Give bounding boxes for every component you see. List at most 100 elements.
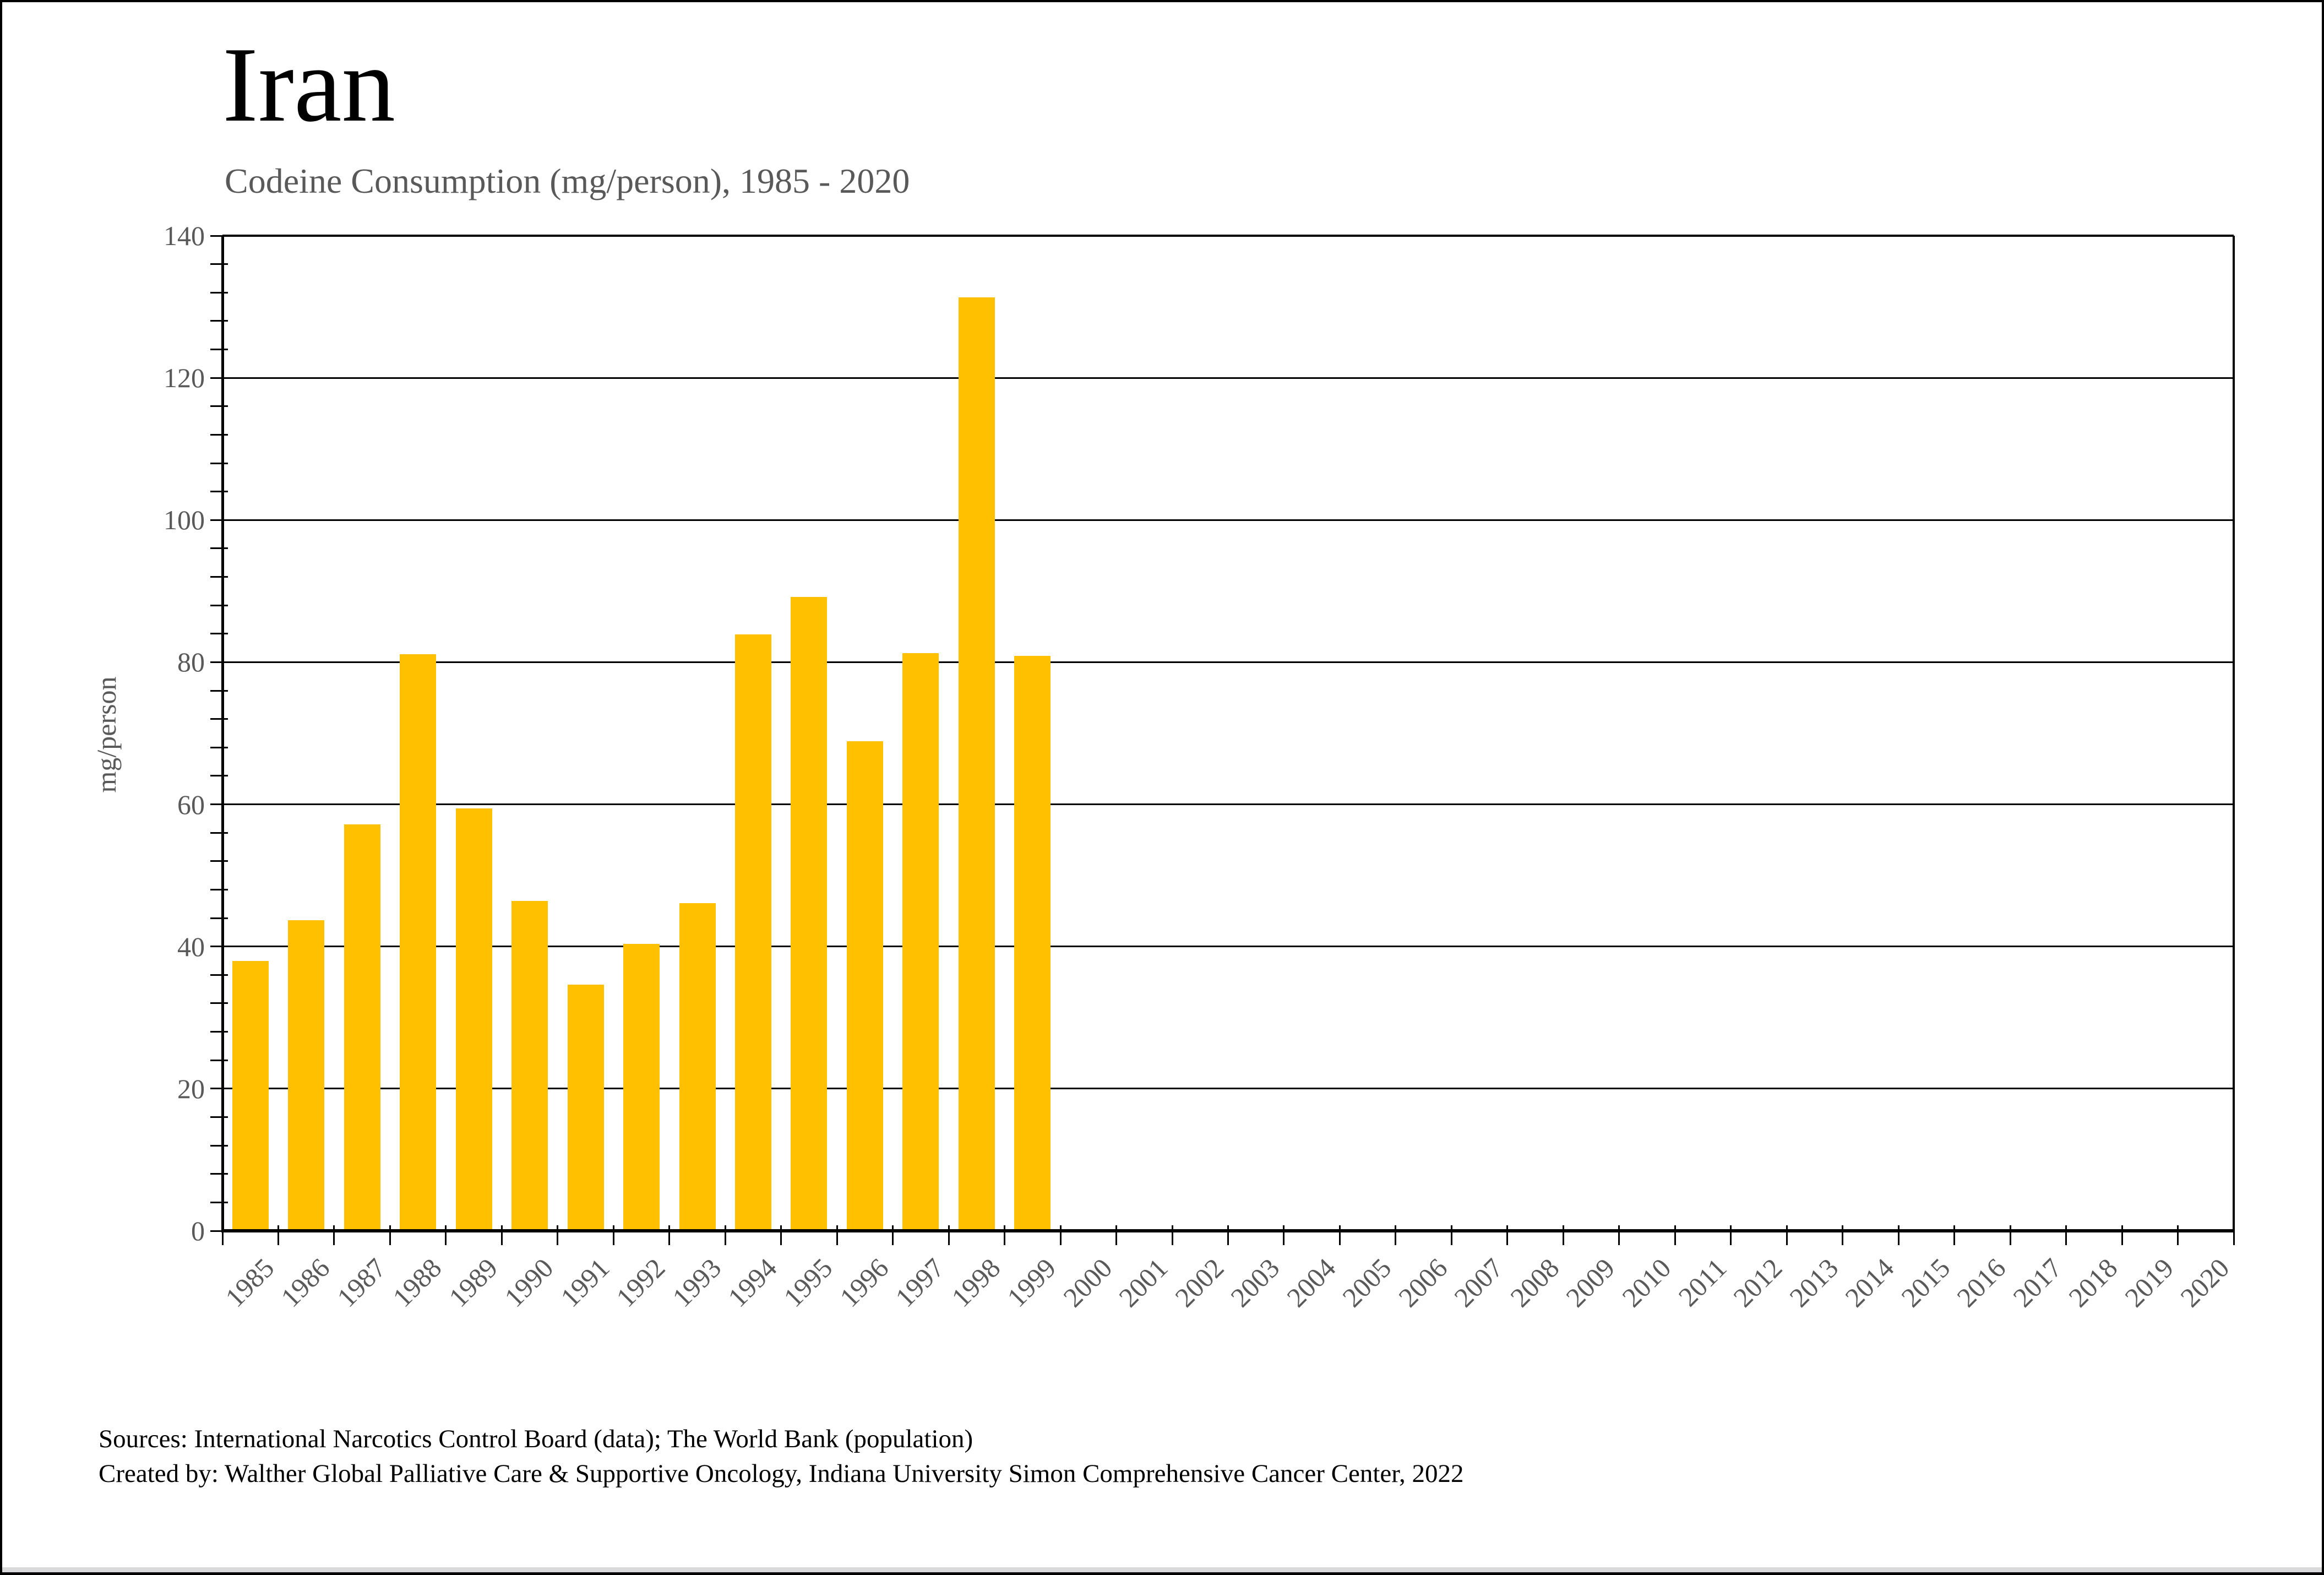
x-axis-tick [1842, 1225, 1844, 1245]
y-minor-tick [210, 576, 228, 578]
x-axis-tick [2065, 1225, 2067, 1245]
gridline-20 [222, 1088, 2234, 1090]
y-tick-label-140: 140 [164, 220, 205, 251]
y-minor-tick [210, 1144, 228, 1147]
y-minor-tick [210, 320, 228, 322]
bar-1997 [902, 653, 939, 1229]
y-minor-tick [210, 1002, 228, 1004]
plot-top-border [222, 235, 2234, 237]
y-minor-tick [210, 1230, 228, 1232]
y-minor-tick [210, 832, 228, 834]
y-minor-tick [210, 1116, 228, 1118]
x-axis-tick [445, 1225, 447, 1245]
y-minor-tick [210, 888, 228, 890]
y-minor-tick [210, 235, 228, 237]
x-axis-tick [1283, 1225, 1285, 1245]
y-tick-label-120: 120 [164, 362, 205, 394]
y-tick-label-40: 40 [177, 931, 205, 962]
x-axis-tick [2009, 1225, 2011, 1245]
x-axis-tick [2233, 1225, 2235, 1245]
x-axis-tick [500, 1225, 503, 1245]
bar-1992 [623, 943, 660, 1229]
bar-1995 [791, 596, 828, 1229]
x-axis-tick [1730, 1225, 1732, 1245]
y-minor-tick [210, 604, 228, 606]
x-axis-tick [1059, 1225, 1062, 1245]
x-axis-tick [1786, 1225, 1788, 1245]
bar-1986 [288, 920, 325, 1229]
plot-right-border [2233, 236, 2235, 1231]
x-axis-tick [333, 1225, 335, 1245]
y-minor-tick [210, 519, 228, 521]
y-minor-tick [210, 1088, 228, 1090]
bar-1985 [232, 960, 269, 1229]
x-axis-tick [836, 1225, 838, 1245]
x-axis-tick [557, 1225, 559, 1245]
y-tick-label-100: 100 [164, 504, 205, 536]
footer-created-by: Created by: Walther Global Palliative Ca… [99, 1459, 1464, 1488]
y-minor-tick [210, 547, 228, 550]
y-minor-tick [210, 377, 228, 379]
x-axis-tick [1450, 1225, 1452, 1245]
bar-1991 [567, 985, 604, 1229]
bottom-strip-dark [2, 1572, 2322, 1573]
y-minor-tick [210, 1031, 228, 1033]
x-axis-tick [1004, 1225, 1006, 1245]
x-axis-tick [1897, 1225, 1900, 1245]
bar-1996 [846, 741, 883, 1229]
x-axis-tick [1338, 1225, 1341, 1245]
y-minor-tick [210, 661, 228, 663]
y-axis-line [221, 236, 224, 1231]
y-minor-tick [210, 291, 228, 294]
y-minor-tick [210, 1201, 228, 1203]
bar-1993 [679, 903, 716, 1229]
x-axis-tick [1115, 1225, 1118, 1245]
y-minor-tick [210, 433, 228, 436]
y-tick-label-60: 60 [177, 789, 205, 820]
bar-1998 [958, 297, 995, 1229]
x-axis-tick [1506, 1225, 1509, 1245]
bar-1989 [455, 808, 492, 1229]
x-axis-tick [1562, 1225, 1564, 1245]
x-axis-tick [1171, 1225, 1173, 1245]
y-minor-tick [210, 462, 228, 464]
y-tick-label-80: 80 [177, 647, 205, 678]
chart-footer: Sources: International Narcotics Control… [99, 1422, 1464, 1491]
y-minor-tick [210, 1173, 228, 1175]
y-minor-tick [210, 263, 228, 265]
y-tick-label-0: 0 [191, 1215, 205, 1246]
gridline-40 [222, 946, 2234, 948]
x-axis-tick [2177, 1225, 2179, 1245]
x-axis-tick [1395, 1225, 1397, 1245]
x-axis-tick [389, 1225, 391, 1245]
x-axis-tick [892, 1225, 894, 1245]
bar-1990 [511, 901, 548, 1229]
y-minor-tick [210, 803, 228, 806]
y-minor-tick [210, 746, 228, 748]
bar-1999 [1014, 655, 1051, 1229]
chart-title: Iran [222, 25, 395, 144]
x-axis-tick [221, 1225, 224, 1245]
y-minor-tick [210, 917, 228, 919]
y-minor-tick [210, 946, 228, 948]
gridline-120 [222, 377, 2234, 379]
x-axis-tick [277, 1225, 279, 1245]
x-axis-tick [948, 1225, 950, 1245]
gridline-60 [222, 803, 2234, 806]
x-axis-tick [724, 1225, 726, 1245]
y-minor-tick [210, 349, 228, 350]
y-minor-tick [210, 718, 228, 720]
x-axis-tick [1953, 1225, 1956, 1245]
x-axis-tick [1227, 1225, 1229, 1245]
x-axis-tick [780, 1225, 782, 1245]
y-minor-tick [210, 405, 228, 408]
y-minor-tick [210, 860, 228, 862]
bottom-strip-gray [2, 1567, 2322, 1572]
x-axis-tick [612, 1225, 614, 1245]
bar-1987 [344, 824, 380, 1229]
x-axis-tick [1618, 1225, 1620, 1245]
bar-1994 [734, 634, 771, 1229]
x-axis-tick [1674, 1225, 1676, 1245]
y-minor-tick [210, 689, 228, 692]
